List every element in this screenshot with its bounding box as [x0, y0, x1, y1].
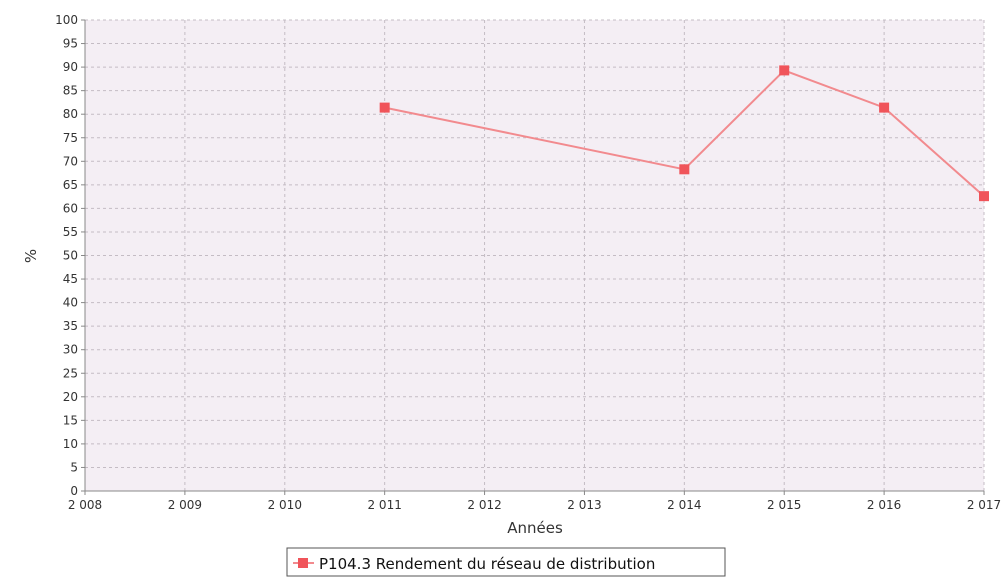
x-tick-label: 2 013 — [567, 498, 601, 512]
x-tick-labels: 2 008 2 009 2 010 2 011 2 012 2 013 2 014 2 015… — [68, 491, 1001, 512]
y-tick-label: 100 — [55, 13, 78, 27]
y-tick-label: 65 — [63, 178, 78, 192]
legend-series-label: P104.3 Rendement du réseau de distributi… — [319, 555, 655, 573]
y-tick-label: 90 — [63, 60, 78, 74]
y-tick-label: 10 — [63, 437, 78, 451]
x-tick-label: 2 016 — [867, 498, 901, 512]
data-point-marker — [779, 65, 790, 76]
y-tick-label: 35 — [63, 319, 78, 333]
data-point-marker — [979, 191, 989, 202]
y-tick-label: 60 — [63, 201, 78, 215]
x-tick-label: 2 017 — [967, 498, 1001, 512]
grid-layer — [85, 19, 985, 491]
series-layer — [379, 65, 989, 202]
y-tick-label: 15 — [63, 413, 78, 427]
y-axis-title: % — [22, 249, 40, 263]
y-tick-labels: 0 5 10 15 20 25 30 35 40 45 50 55 60 65 70 75 80 85 90 95 10… — [55, 13, 85, 498]
legend: P104.3 Rendement du réseau de distributi… — [286, 547, 726, 577]
y-tick-label: 70 — [63, 154, 78, 168]
legend-marker-swatch — [298, 558, 308, 568]
y-tick-label: 25 — [63, 366, 78, 380]
data-point-marker — [879, 102, 890, 113]
y-tick-label: 30 — [63, 343, 78, 357]
y-tick-label: 85 — [63, 84, 78, 98]
data-point-marker — [379, 102, 390, 113]
y-tick-label: 40 — [63, 296, 78, 310]
x-tick-label: 2 015 — [767, 498, 801, 512]
data-point-marker — [679, 164, 690, 175]
plot-area — [85, 20, 984, 491]
y-tick-label: 75 — [63, 131, 78, 145]
legend-box — [286, 547, 726, 577]
x-axis-title: Années — [507, 519, 563, 537]
y-tick-label: 45 — [63, 272, 78, 286]
y-tick-label: 95 — [63, 37, 78, 51]
y-tick-label: 50 — [63, 249, 78, 263]
y-tick-label: 55 — [63, 225, 78, 239]
x-tick-label: 2 011 — [367, 498, 401, 512]
y-tick-label: 5 — [70, 460, 78, 474]
x-tick-label: 2 014 — [667, 498, 701, 512]
y-tick-label: 80 — [63, 107, 78, 121]
x-tick-label: 2 010 — [268, 498, 302, 512]
y-tick-label: 0 — [70, 484, 78, 498]
x-tick-label: 2 012 — [467, 498, 501, 512]
x-tick-label: 2 009 — [168, 498, 202, 512]
y-tick-label: 20 — [63, 390, 78, 404]
x-tick-label: 2 008 — [68, 498, 102, 512]
